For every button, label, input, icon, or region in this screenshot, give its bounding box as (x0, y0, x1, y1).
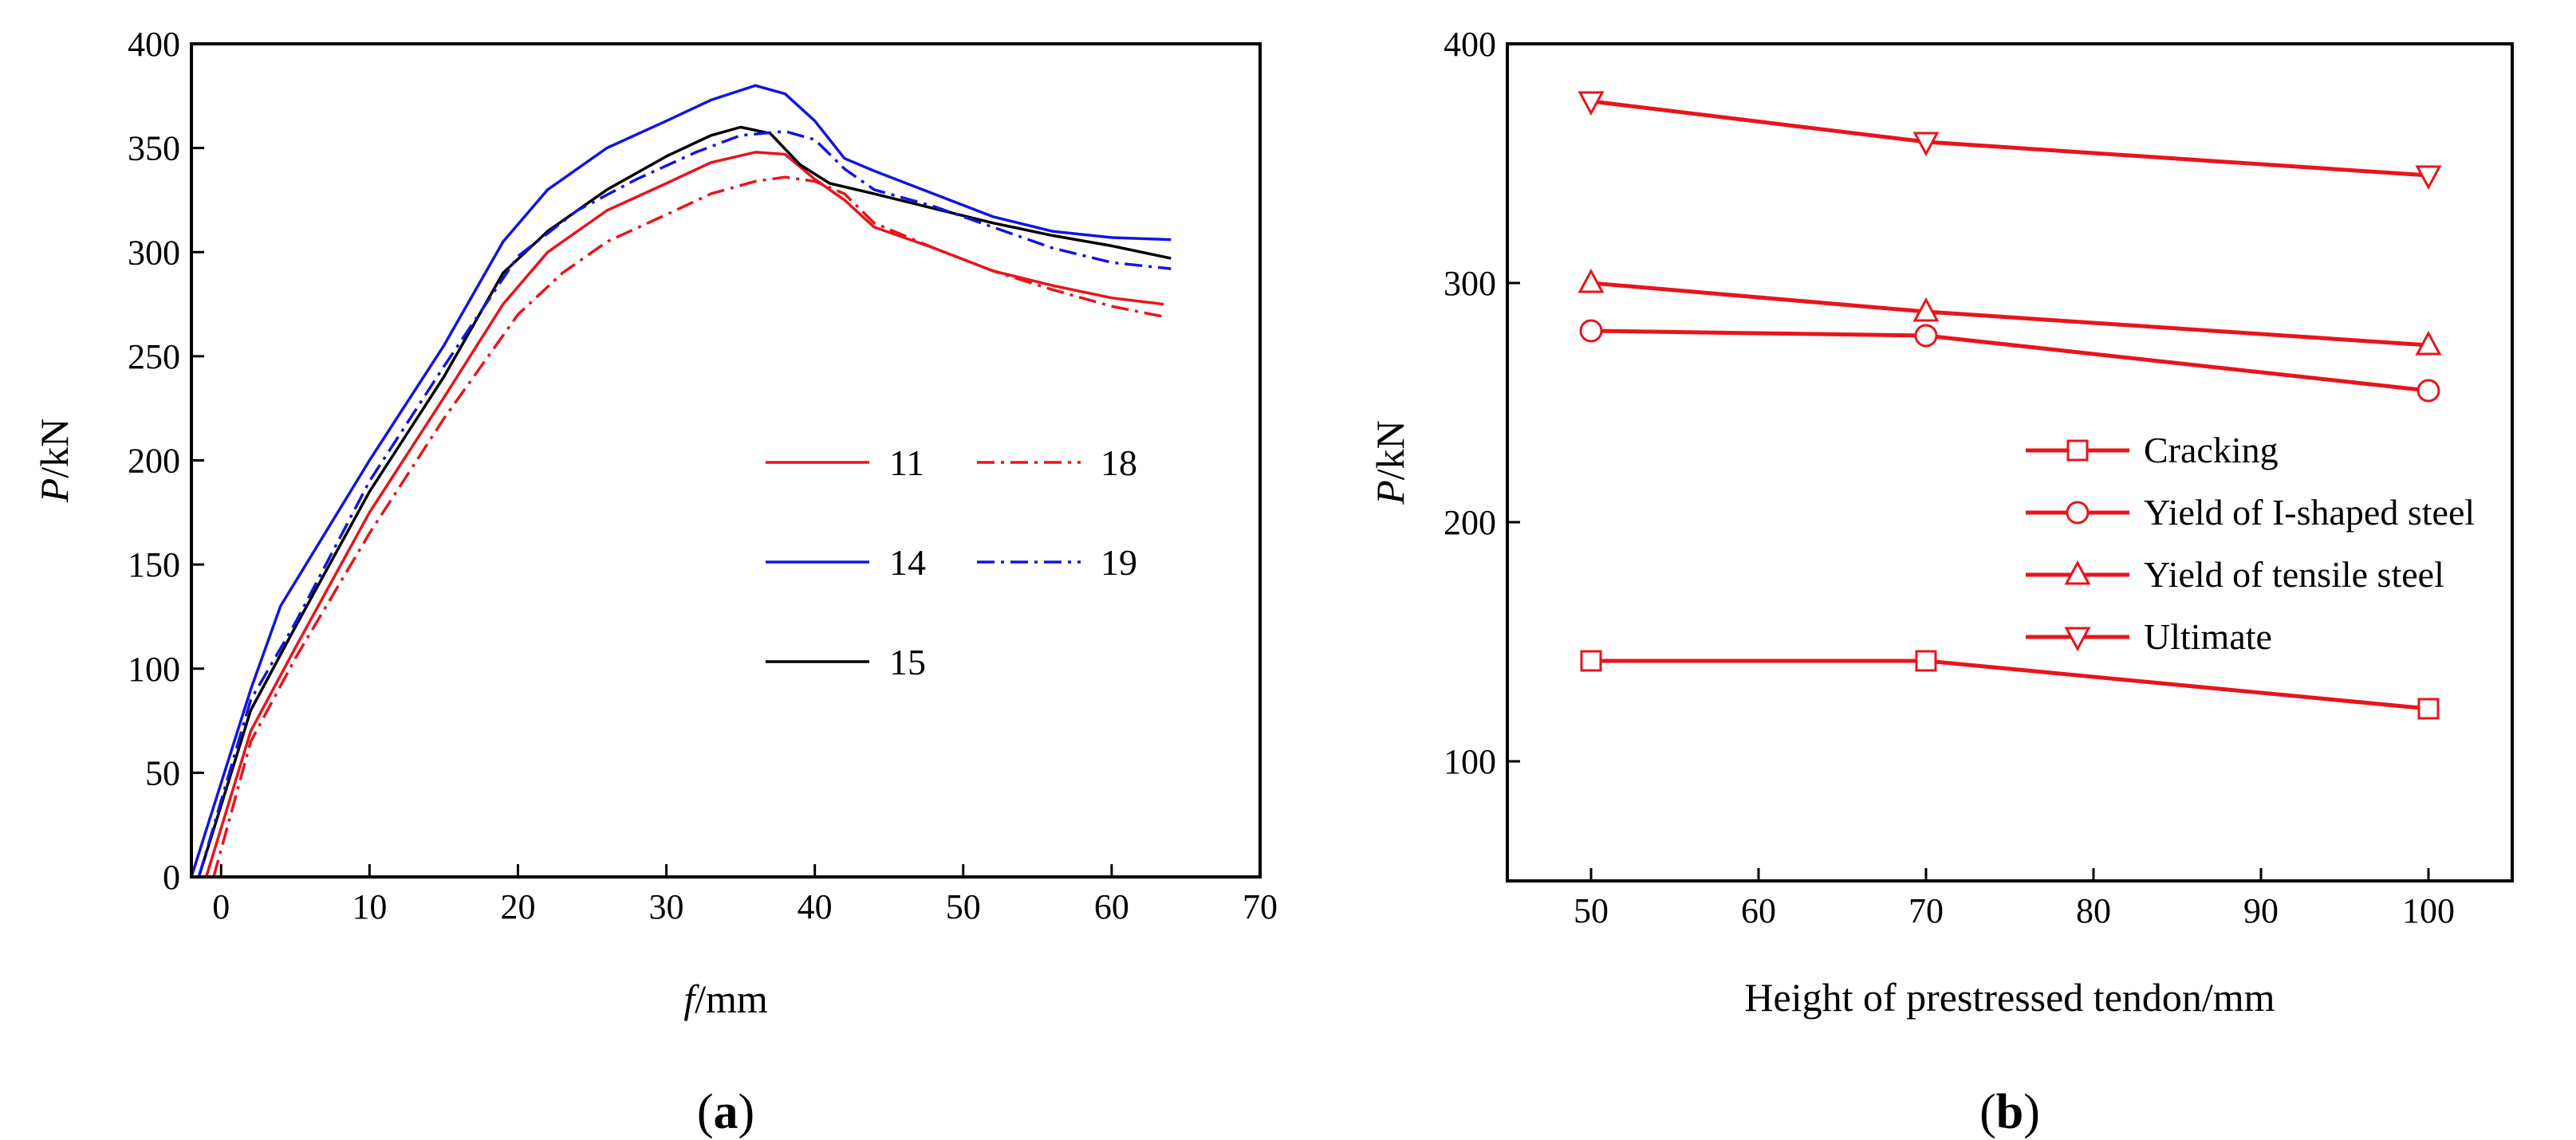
y-axis-label: P/kN (1368, 420, 1412, 505)
legend-label-11: 11 (889, 442, 924, 483)
panel-label-a-close: ) (739, 1085, 755, 1139)
y-axis-label-var: P (32, 478, 77, 504)
data-point (1912, 132, 1940, 157)
panel-label-a-open: ( (697, 1085, 714, 1139)
y-tick-label: 300 (1444, 264, 1496, 303)
x-tick-label: 50 (946, 887, 981, 926)
series-line-14 (190, 84, 1172, 878)
data-point (1914, 324, 1938, 348)
legend-label-14: 14 (889, 542, 926, 583)
legend-marker (2066, 501, 2090, 525)
series-line-15 (197, 125, 1172, 878)
y-tick-label: 300 (128, 233, 180, 272)
data-point (2415, 165, 2442, 191)
data-point (1579, 319, 1603, 343)
legend-label: Ultimate (2144, 616, 2272, 657)
panel-label-a-letter: a (714, 1085, 739, 1139)
y-tick-label: 100 (128, 650, 180, 689)
data-point (2415, 330, 2442, 356)
legend-marker (2064, 627, 2091, 652)
series-line-18 (212, 175, 1164, 878)
series-line-0 (1591, 658, 2429, 711)
y-tick-label: 350 (128, 129, 180, 168)
series-line-3 (1590, 99, 2429, 178)
data-point (1912, 297, 1940, 322)
panel-label-b: (b) (1979, 1085, 2040, 1139)
x-tick-label: 20 (500, 887, 535, 926)
x-axis-label: Height of prestressed tendon/mm (1744, 975, 2275, 1020)
data-point (1580, 650, 1602, 672)
data-point (1578, 91, 1605, 116)
x-tick-label: 90 (2243, 891, 2279, 930)
y-tick-label: 400 (1444, 25, 1496, 64)
x-axis-label-unit: /mm (695, 977, 768, 1021)
x-tick-label: 10 (352, 887, 387, 926)
legend-label: Yield of I-shaped steel (2144, 492, 2475, 533)
plot-frame (190, 42, 1262, 879)
legend-label-19: 19 (1101, 542, 1137, 583)
series-line-2 (1590, 281, 2429, 348)
series-line-19 (197, 129, 1172, 878)
legend-label-15: 15 (889, 642, 926, 682)
x-tick-label: 100 (2402, 891, 2455, 930)
series-line-1 (1590, 328, 2429, 393)
legend-marker (2064, 560, 2091, 585)
y-tick-label: 200 (1444, 503, 1496, 542)
x-tick-label: 0 (212, 887, 230, 926)
x-tick-label: 70 (1908, 891, 1944, 930)
y-tick-label: 100 (1444, 742, 1496, 781)
y-tick-label: 50 (145, 753, 180, 792)
legend-label: Cracking (2144, 430, 2279, 470)
x-tick-label: 80 (2076, 891, 2111, 930)
x-tick-label: 70 (1243, 887, 1278, 926)
panel-label-a: (a) (697, 1085, 754, 1139)
y-tick-label: 0 (163, 858, 180, 897)
chart-a: 0 10 20 30 40 50 60 70 0 50 100 150 200 250 300 350 400 1… (32, 25, 1278, 1139)
legend-label-18: 18 (1101, 442, 1137, 483)
legend-label: Yield of tensile steel (2144, 554, 2444, 595)
data-point (1915, 650, 1937, 672)
x-tick-label: 60 (1094, 887, 1129, 926)
y-tick-label: 400 (128, 25, 180, 64)
y-tick-label: 150 (128, 545, 180, 584)
data-point (1578, 268, 1605, 293)
y-axis-label: P/kN (32, 419, 77, 504)
y-axis-label-unit: /kN (32, 419, 77, 478)
y-axis-label-unit: /kN (1368, 420, 1412, 480)
panel-label-b-open: ( (1979, 1085, 1996, 1139)
data-point (2417, 698, 2440, 720)
y-tick-label: 200 (128, 442, 180, 481)
y-axis-label-var: P (1368, 480, 1412, 505)
x-tick-label: 60 (1741, 891, 1776, 930)
x-axis-label: f/mm (683, 977, 768, 1021)
series-line-11 (204, 151, 1164, 878)
x-tick-label: 30 (649, 887, 684, 926)
data-point (2416, 379, 2440, 403)
x-tick-label: 50 (1574, 891, 1609, 930)
chart-b: 50 60 70 80 90 100 100 200 300 400 Cracking Yield o… (1368, 25, 2514, 1139)
x-tick-label: 40 (798, 887, 833, 926)
y-tick-label: 250 (128, 337, 180, 376)
legend-marker (2066, 439, 2089, 462)
panel-label-b-letter: b (1996, 1085, 2023, 1139)
panel-label-b-close: ) (2023, 1085, 2040, 1139)
plot-frame (1506, 42, 2514, 883)
